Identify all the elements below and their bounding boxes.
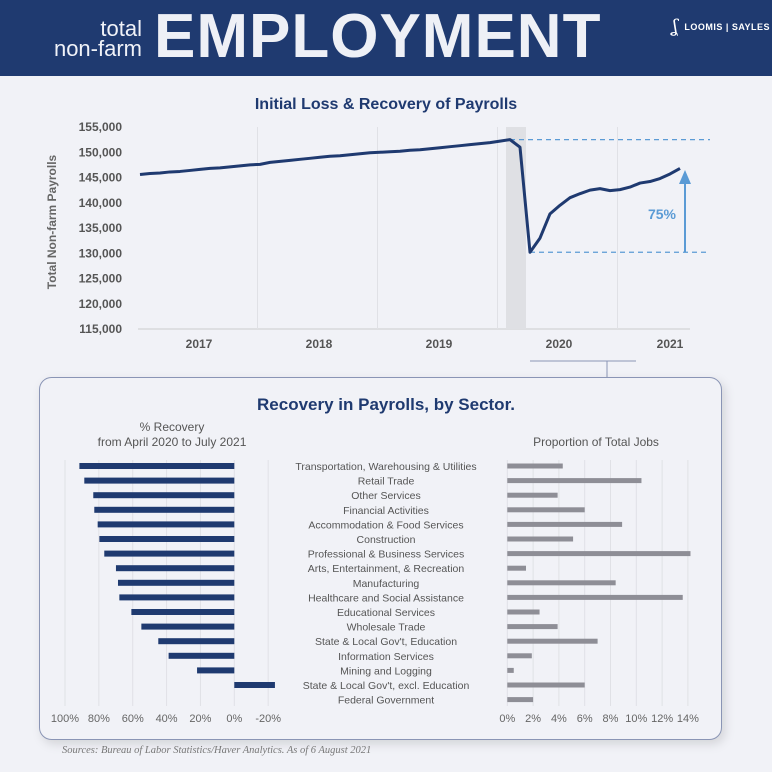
y-tick-label: 120,000 xyxy=(79,297,123,311)
y-tick-label: 115,000 xyxy=(79,322,122,336)
recovery-bar xyxy=(115,565,235,572)
x-tick-label: 2018 xyxy=(306,337,333,351)
y-tick-label: 130,000 xyxy=(79,246,123,260)
proportion-bar xyxy=(507,653,532,659)
proportion-tick-label: 8% xyxy=(603,713,619,725)
recovery-bar xyxy=(141,623,235,630)
proportion-bar xyxy=(507,609,540,615)
recovery-annotation: 75% xyxy=(648,206,677,222)
y-tick-label: 125,000 xyxy=(79,272,123,286)
sector-label: Mining and Logging xyxy=(340,665,432,677)
sector-label: Other Services xyxy=(351,490,420,502)
sector-label: Accommodation & Food Services xyxy=(308,519,463,531)
sector-label: Healthcare and Social Assistance xyxy=(308,592,464,604)
recovery-bar xyxy=(94,506,235,513)
proportion-tick-label: 6% xyxy=(577,713,593,725)
recovery-tick-label: 20% xyxy=(189,713,211,725)
header-subtitle-total: total xyxy=(100,16,142,41)
sector-label: State & Local Gov't, excl. Education xyxy=(303,680,470,692)
y-tick-label: 150,000 xyxy=(79,145,123,159)
logo-text: LOOMIS | SAYLES xyxy=(684,21,771,32)
recovery-tick-label: 0% xyxy=(226,713,242,725)
sector-label: Wholesale Trade xyxy=(347,622,426,634)
recovery-subtitle-line2: from April 2020 to July 2021 xyxy=(98,435,247,449)
sector-label: State & Local Gov't, Education xyxy=(315,636,457,648)
sector-chart-title: Recovery in Payrolls, by Sector. xyxy=(257,395,515,414)
proportion-bar xyxy=(507,580,616,586)
recovery-bar xyxy=(99,536,235,542)
proportion-chart-title: Proportion of Total Jobs xyxy=(533,435,659,449)
proportion-tick-label: 0% xyxy=(499,713,515,725)
y-tick-label: 145,000 xyxy=(79,171,123,185)
x-tick-label: 2021 xyxy=(657,337,684,351)
recovery-arrowhead-icon xyxy=(679,170,691,184)
sector-label: Transportation, Warehousing & Utilities xyxy=(295,461,476,473)
y-tick-label: 155,000 xyxy=(79,120,123,134)
proportion-bar xyxy=(507,667,514,673)
proportion-bar xyxy=(507,624,558,630)
proportion-bar xyxy=(507,521,623,527)
sector-label: Financial Activities xyxy=(343,505,429,517)
proportion-bar xyxy=(507,551,691,557)
recovery-bar xyxy=(93,492,235,499)
header-banner: total non-farm EMPLOYMENT ʆ LOOMIS | SAY… xyxy=(0,0,772,76)
proportion-tick-label: 10% xyxy=(625,713,647,725)
proportion-bar xyxy=(507,565,527,571)
header-subtitle-nonfarm: non-farm xyxy=(53,36,142,61)
proportion-bar xyxy=(507,507,585,513)
recovery-bar xyxy=(168,652,235,659)
sector-label: Retail Trade xyxy=(358,476,415,488)
recovery-bar xyxy=(119,594,235,601)
recovery-bar xyxy=(131,609,235,615)
proportion-bar xyxy=(507,638,598,644)
recovery-subtitle-line1: % Recovery xyxy=(140,420,205,434)
proportion-bar xyxy=(507,463,563,469)
x-tick-label: 2017 xyxy=(186,337,213,351)
proportion-bar xyxy=(507,536,574,542)
proportion-bar xyxy=(507,697,534,703)
proportion-tick-label: 14% xyxy=(677,713,699,725)
proportion-tick-label: 2% xyxy=(525,713,541,725)
x-tick-label: 2020 xyxy=(546,337,573,351)
source-note: Sources: Bureau of Labor Statistics/Have… xyxy=(62,745,372,756)
y-tick-label: 140,000 xyxy=(79,196,123,210)
recovery-bar xyxy=(97,521,235,528)
sector-label: Information Services xyxy=(338,651,434,663)
page-title: EMPLOYMENT xyxy=(154,2,602,71)
recovery-bar xyxy=(117,579,235,586)
recovery-bar xyxy=(79,463,235,469)
y-tick-label: 135,000 xyxy=(79,221,123,235)
recovery-bar xyxy=(84,477,235,484)
line-chart-title: Initial Loss & Recovery of Payrolls xyxy=(255,96,517,113)
recovery-bar xyxy=(197,667,235,674)
recovery-tick-label: 40% xyxy=(156,713,178,725)
recovery-bar xyxy=(158,638,235,645)
proportion-tick-label: 12% xyxy=(651,713,673,725)
recovery-tick-label: 60% xyxy=(122,713,144,725)
recession-shade xyxy=(506,127,526,329)
payrolls-line xyxy=(139,138,681,254)
x-tick-label: 2019 xyxy=(426,337,453,351)
sector-label: Professional & Business Services xyxy=(308,549,464,561)
proportion-bar xyxy=(507,594,683,600)
recovery-bar xyxy=(104,550,235,557)
y-axis-label: Total Non-farm Payrolls xyxy=(45,154,59,289)
recovery-bar xyxy=(234,682,275,688)
sector-label: Construction xyxy=(357,534,416,546)
recovery-tick-label: 80% xyxy=(88,713,110,725)
loomis-sayles-logo: ʆ LOOMIS | SAYLES xyxy=(672,16,770,37)
ls-logo-icon: ʆ xyxy=(672,16,679,37)
recovery-tick-label: -20% xyxy=(255,713,281,725)
proportion-bar xyxy=(507,682,585,688)
proportion-bar xyxy=(507,478,642,484)
sector-label: Manufacturing xyxy=(353,578,420,590)
proportion-bar xyxy=(507,492,558,498)
sector-label: Federal Government xyxy=(338,695,434,707)
recovery-tick-label: 100% xyxy=(51,713,79,725)
sector-label: Arts, Entertainment, & Recreation xyxy=(308,563,465,575)
proportion-tick-label: 4% xyxy=(551,713,567,725)
sector-label: Educational Services xyxy=(337,607,435,619)
